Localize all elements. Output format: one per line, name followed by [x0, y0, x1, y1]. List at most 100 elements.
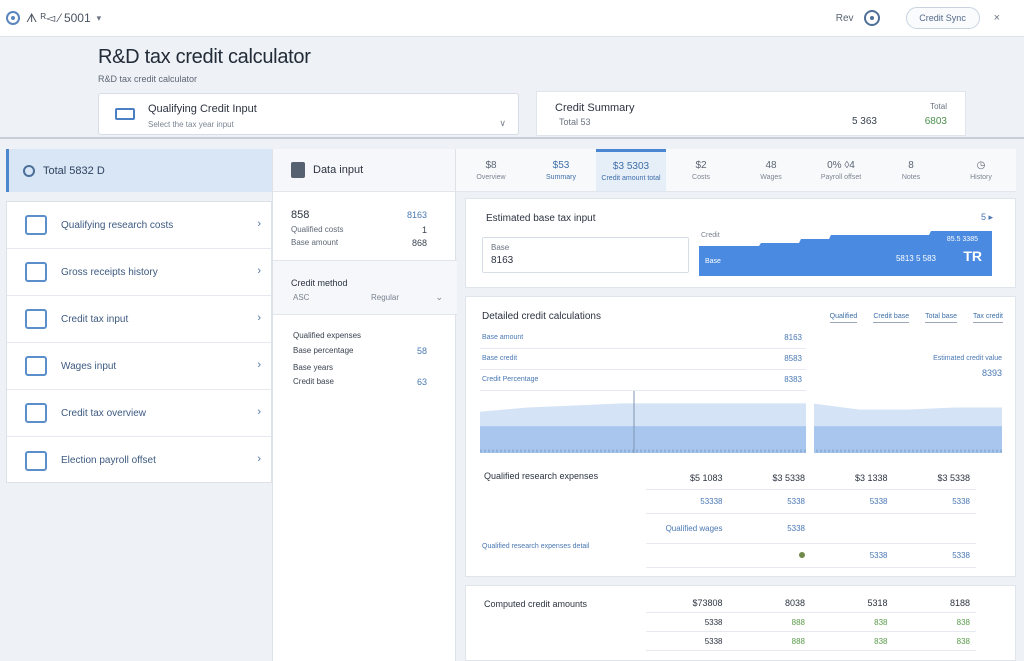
- chevron-right-icon: ›: [257, 265, 261, 277]
- grid-icon: [25, 309, 47, 329]
- detailed-calculations-card: Detailed credit calculations Qualified C…: [465, 296, 1016, 577]
- close-icon[interactable]: ×: [993, 12, 1000, 24]
- sidebar-item-label: Credit tax input: [61, 313, 129, 325]
- tab-costs[interactable]: $2 Costs: [666, 149, 736, 191]
- tab-credit-amount[interactable]: $3 5303 Credit amount total: [596, 149, 666, 191]
- value-label: 858: [291, 209, 310, 221]
- sidebar-header-label: Total 5832 D: [43, 164, 105, 177]
- sidebar-item-gross-receipts[interactable]: Gross receipts history ›: [7, 249, 271, 296]
- value-link[interactable]: 8163: [406, 210, 427, 220]
- sidebar-item-wages-input[interactable]: Wages input ›: [7, 343, 271, 390]
- list-item-value: 58: [416, 346, 427, 356]
- sidebar-item-credit-overview[interactable]: Credit tax overview ›: [7, 390, 271, 437]
- sidebar-item-payroll-offset[interactable]: Election payroll offset ›: [7, 437, 271, 484]
- tab-value: $8: [485, 159, 497, 171]
- row-value: 8163: [784, 333, 802, 342]
- sidebar-item-label: Wages input: [61, 360, 117, 372]
- row-value: 8383: [784, 375, 802, 384]
- method-option: ASC: [293, 293, 310, 302]
- grid-cell: 5338: [704, 617, 723, 627]
- row-label: Credit Percentage: [482, 376, 539, 383]
- grid-row: Qualified wages 5338: [646, 514, 976, 544]
- tab-label: Credit amount total: [601, 175, 661, 182]
- computed-grid: $73808 8038 5318 8188 5338 888 838 838 5…: [646, 594, 976, 651]
- area-chart: [480, 391, 1002, 453]
- method-option: Regular: [371, 293, 400, 302]
- table-row: Base credit 8583: [480, 349, 806, 370]
- grid-cell: 888: [791, 617, 805, 627]
- grid-cell: 5338: [869, 497, 888, 506]
- coins-icon: [25, 403, 47, 423]
- chevron-right-icon: ›: [257, 218, 261, 230]
- grid-cell: 5338: [952, 497, 970, 506]
- grid-cell: 838: [956, 617, 970, 627]
- sidebar-item-credit-tax-input[interactable]: Credit tax input ›: [7, 296, 271, 343]
- tab-wages[interactable]: 48 Wages: [736, 149, 806, 191]
- base-amount-value: 868: [411, 238, 427, 248]
- grid-cell: 888: [791, 636, 805, 646]
- credit-summary: Credit Summary Total 53 Total 5 363 6803: [536, 91, 966, 136]
- card-link[interactable]: 5 ▸: [980, 212, 993, 222]
- grid-cell: [729, 551, 812, 560]
- tab-value: ◷: [976, 159, 986, 171]
- tab-notes[interactable]: 8 Notes: [876, 149, 946, 191]
- grid-cell: 5318: [867, 598, 888, 608]
- filter-item[interactable]: Tax credit: [973, 313, 1003, 323]
- list-item-value: 63: [416, 377, 427, 387]
- handshake-icon: [25, 450, 47, 471]
- grid-cell: $3 5338: [772, 472, 805, 483]
- filters: Qualified Credit base Total base Tax cre…: [829, 313, 1003, 323]
- credit-sync-button[interactable]: Credit Sync: [905, 7, 980, 29]
- table-row: Credit Percentage 8383: [480, 370, 806, 391]
- top-bar: ᗑ ᴿ◅ ⁄ 5001 ▾ Rev Credit Sync ×: [0, 0, 1024, 37]
- credit-method-title: Credit method: [291, 278, 348, 288]
- bar-value-large: TR: [963, 248, 982, 264]
- grid-cell: $3 5338: [937, 472, 970, 483]
- grid-cell: 5338: [952, 551, 970, 560]
- input-sub: Select the tax year input: [148, 120, 234, 129]
- tab-label: Wages: [760, 173, 782, 181]
- filter-item[interactable]: Qualified: [829, 313, 858, 323]
- sidebar-item-research-costs[interactable]: Qualifying research costs ›: [7, 202, 271, 249]
- list-item: Credit base: [293, 377, 334, 386]
- truck-icon: [115, 108, 135, 120]
- globe-icon: [23, 164, 35, 177]
- summary-value-2: 6803: [924, 116, 947, 127]
- sidebar-item-label: Qualifying research costs: [61, 219, 174, 231]
- row-value: 8583: [784, 354, 802, 363]
- estimated-credit-value: 8393: [981, 368, 1002, 378]
- tab-value: 48: [765, 159, 777, 171]
- grid-row: 5338 888 838 838: [646, 613, 976, 632]
- tab-overview[interactable]: $8 Overview: [456, 149, 526, 191]
- tab-value: $3 5303: [612, 161, 650, 172]
- computed-credit-card: Computed credit amounts $73808 8038 5318…: [465, 585, 1016, 661]
- base-tax-card: Estimated base tax input 5 ▸ Base 8163 C…: [465, 198, 1016, 288]
- base-input-value: 8163: [491, 255, 514, 266]
- grid-cell: 5338: [787, 524, 805, 533]
- section-title: Qualified research expenses: [484, 471, 599, 481]
- summary-title: Credit Summary: [555, 102, 635, 114]
- tab-label: Costs: [692, 173, 710, 181]
- bar-label: Credit: [701, 232, 720, 239]
- input-label: Qualifying Credit Input: [148, 103, 257, 115]
- grid-row: 5338 5338: [646, 544, 976, 568]
- grid-header: $73808 8038 5318 8188: [646, 594, 976, 613]
- settings-icon[interactable]: [863, 10, 880, 26]
- base-input[interactable]: Base 8163: [482, 237, 689, 273]
- sidebar: Qualifying research costs › Gross receip…: [6, 201, 272, 483]
- sidebar-header[interactable]: Total 5832 D: [6, 149, 272, 192]
- method-rows: Qualified expenses Base percentage 58 Ba…: [273, 331, 457, 391]
- clipboard-icon: [291, 162, 305, 178]
- brand[interactable]: ᗑ ᴿ◅ ⁄ 5001 ▾: [6, 11, 101, 26]
- filter-item[interactable]: Total base: [925, 313, 958, 323]
- tab-history[interactable]: ◷ History: [946, 149, 1016, 191]
- tab-payroll-offset[interactable]: 0% ◊4 Payroll offset: [806, 149, 876, 191]
- credit-method-select[interactable]: Credit method ASC Regular ⌄: [273, 260, 457, 315]
- filter-item[interactable]: Credit base: [873, 313, 910, 323]
- qualifying-input-select[interactable]: Qualifying Credit Input Select the tax y…: [98, 93, 519, 135]
- detail-link[interactable]: Qualified research expenses detail: [482, 543, 590, 550]
- brand-label: ᗑ ᴿ◅ ⁄ 5001: [26, 10, 91, 25]
- tab-summary[interactable]: $53 Summary: [526, 149, 596, 191]
- tab-label: Payroll offset: [820, 173, 862, 181]
- grid-cell: 8038: [784, 598, 805, 608]
